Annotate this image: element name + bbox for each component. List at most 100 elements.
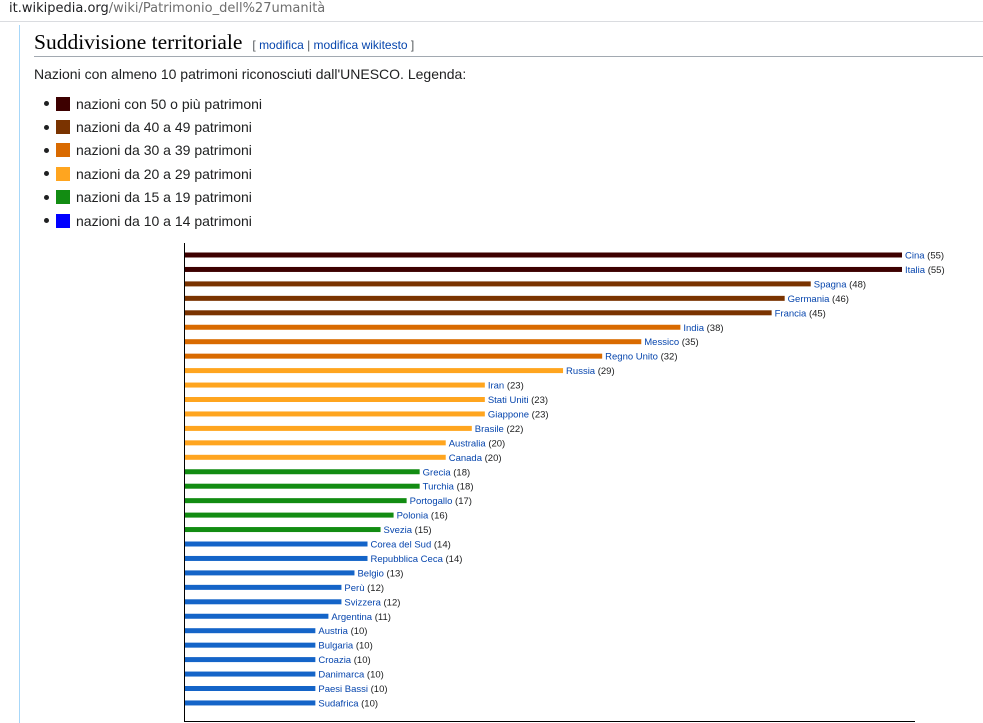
value-label: (10): [368, 684, 388, 695]
legend-item: nazioni da 10 a 14 patrimoni: [44, 209, 262, 232]
edit-source-link[interactable]: modifica wikitesto: [313, 38, 408, 52]
country-link[interactable]: Polonia: [397, 511, 429, 522]
country-link[interactable]: Cina: [905, 251, 925, 262]
bar-label-3: Germania (46): [788, 294, 849, 305]
bar-19: [185, 527, 381, 533]
country-link[interactable]: Germania: [788, 294, 830, 305]
bar-13: [185, 440, 446, 446]
country-link[interactable]: Perù: [344, 583, 364, 594]
bar-25: [185, 613, 329, 619]
section-heading: Suddivisione territoriale [ modifica | mo…: [34, 29, 983, 57]
bar-27: [185, 642, 316, 648]
bar-6: [185, 339, 642, 345]
value-label: (29): [595, 366, 615, 377]
bar-26: [185, 628, 316, 634]
bar-label-22: Belgio (13): [357, 568, 403, 579]
country-link[interactable]: Croazia: [318, 655, 351, 666]
legend-item: nazioni con 50 o più patrimoni: [44, 92, 262, 115]
value-label: (23): [504, 381, 524, 392]
country-link[interactable]: Portogallo: [410, 496, 453, 507]
country-link[interactable]: Danimarca: [318, 670, 365, 681]
country-link[interactable]: Spagna: [814, 279, 847, 290]
legend-label: nazioni da 15 a 19 patrimoni: [76, 189, 252, 206]
country-link[interactable]: Corea del Sud: [371, 540, 432, 551]
bar-label-28: Croazia (10): [318, 655, 370, 666]
value-label: (10): [348, 626, 368, 637]
bar-label-2: Spagna (48): [814, 279, 866, 290]
bullet-icon: [44, 124, 49, 130]
country-link[interactable]: India: [683, 323, 704, 334]
country-link[interactable]: Canada: [449, 453, 483, 464]
value-label: (10): [364, 670, 384, 681]
legend-swatch: [56, 166, 70, 181]
value-label: (12): [381, 597, 401, 608]
bar-3: [185, 295, 785, 301]
value-label: (16): [428, 511, 448, 522]
bar-21: [185, 555, 368, 561]
country-link[interactable]: Iran: [488, 381, 504, 392]
bar-0: [185, 252, 902, 258]
bar-12: [185, 425, 472, 431]
country-link[interactable]: Repubblica Ceca: [371, 554, 444, 565]
country-link[interactable]: Italia: [905, 265, 926, 276]
bar-29: [185, 671, 316, 677]
intro-text: Nazioni con almeno 10 patrimoni riconosc…: [34, 66, 467, 82]
legend-item: nazioni da 15 a 19 patrimoni: [44, 186, 262, 209]
bar-31: [185, 700, 316, 706]
legend-swatch: [56, 143, 70, 158]
bullet-icon: [44, 101, 49, 107]
country-link[interactable]: Austria: [318, 626, 348, 637]
value-label: (14): [443, 554, 463, 565]
value-label: (23): [528, 395, 548, 406]
bullet-icon: [44, 194, 49, 200]
bar-label-5: India (38): [683, 323, 723, 334]
country-link[interactable]: Belgio: [357, 568, 383, 579]
value-label: (22): [504, 424, 524, 435]
country-link[interactable]: Regno Unito: [605, 352, 658, 363]
country-link[interactable]: Paesi Bassi: [318, 684, 368, 695]
bar-label-17: Portogallo (17): [410, 496, 472, 507]
bar-label-1: Italia (55): [905, 265, 945, 276]
value-label: (10): [359, 698, 379, 709]
bar-label-31: Sudafrica (10): [318, 698, 378, 709]
bar-7: [185, 353, 603, 359]
value-label: (20): [482, 453, 502, 464]
bar-22: [185, 570, 355, 576]
country-link[interactable]: Argentina: [331, 612, 372, 623]
bar-24: [185, 599, 342, 605]
country-link[interactable]: Messico: [644, 337, 679, 348]
value-label: (11): [372, 612, 391, 623]
legend-label: nazioni da 20 a 29 patrimoni: [76, 165, 252, 182]
country-link[interactable]: Bulgaria: [318, 641, 354, 652]
legend-swatch: [56, 120, 70, 135]
bullet-icon: [44, 147, 49, 153]
bar-20: [185, 541, 368, 547]
bar-17: [185, 498, 407, 504]
country-link[interactable]: Sudafrica: [318, 698, 359, 709]
bullet-icon: [44, 218, 49, 224]
country-link[interactable]: Stati Uniti: [488, 395, 529, 406]
bar-label-29: Danimarca (10): [318, 670, 383, 681]
value-label: (18): [454, 482, 474, 493]
country-link[interactable]: Svizzera: [344, 597, 381, 608]
country-link[interactable]: Grecia: [423, 467, 452, 478]
country-link[interactable]: Brasile: [475, 424, 504, 435]
bar-label-25: Argentina (11): [331, 612, 391, 623]
address-bar[interactable]: it.wikipedia.org/wiki/Patrimonio_dell%27…: [0, 0, 983, 22]
country-link[interactable]: Russia: [566, 366, 596, 377]
bar-label-24: Svizzera (12): [344, 597, 400, 608]
bar-2: [185, 281, 811, 287]
country-link[interactable]: Turchia: [423, 482, 455, 493]
country-link[interactable]: Francia: [775, 308, 807, 319]
legend-swatch: [56, 213, 70, 228]
bar-label-12: Brasile (22): [475, 424, 524, 435]
bar-23: [185, 584, 342, 590]
edit-link[interactable]: modifica: [259, 38, 304, 52]
country-link[interactable]: Svezia: [384, 525, 413, 536]
legend-swatch: [56, 190, 70, 205]
value-label: (55): [925, 251, 945, 262]
country-link[interactable]: Australia: [449, 438, 487, 449]
url-host: it.wikipedia.org: [9, 1, 109, 16]
bar-5: [185, 324, 681, 330]
country-link[interactable]: Giappone: [488, 409, 529, 420]
